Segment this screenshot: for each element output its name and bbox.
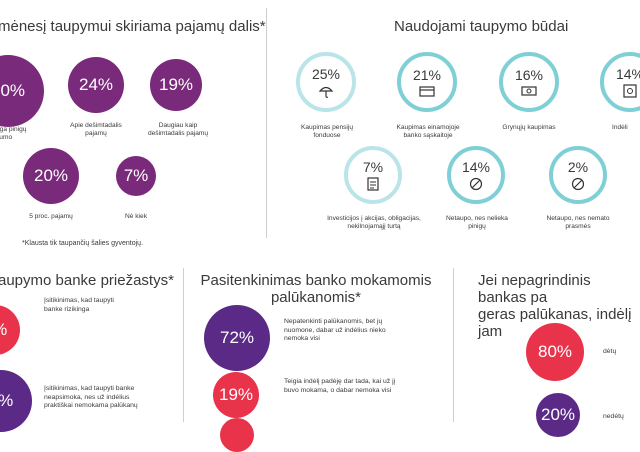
- ring-cash: 16%: [499, 52, 559, 112]
- pct-value: 0%: [0, 391, 13, 411]
- pct-value: 72%: [219, 328, 255, 347]
- prohibited-icon: [571, 177, 585, 190]
- cash-icon: [521, 85, 537, 96]
- circle-five-percent: 20%: [23, 148, 79, 204]
- satisfaction-title: Pasitenkinimas banko mokamomis palūkanom…: [200, 272, 432, 306]
- circle-risky: 5%: [0, 305, 20, 355]
- circle-would-not-deposit: 20%: [536, 393, 580, 437]
- ring-current-account: 21%: [397, 52, 457, 112]
- pct-value: 14%: [461, 158, 491, 175]
- pct-value: 19%: [218, 385, 254, 404]
- pct-value: 20%: [33, 166, 69, 185]
- pct-value: 7%: [362, 158, 384, 175]
- footnote: *Klausta tik taupančių šalies gyventojų.: [22, 240, 144, 247]
- pct-value: 10%: [0, 81, 26, 100]
- pct-value: 80%: [537, 342, 573, 361]
- label-no-money: Netaupo, nes nelieka pinigų: [446, 215, 508, 230]
- reasons-title: aupymo banke priežastys*: [0, 272, 174, 289]
- pct-value: 5%: [0, 320, 7, 340]
- circle-not-worth: 0%: [0, 370, 32, 432]
- label-unsatisfied: Nepatenkinti palūkanomis, bet jų nuomone…: [284, 318, 386, 342]
- label-deposit: Indėli: [612, 124, 628, 131]
- label-deposited-earlier: Teigia indėlį padėję dar tada, kai už jį…: [284, 378, 396, 394]
- label-not-worth: Įsitikinimas, kad taupyti banke neapsimo…: [44, 385, 138, 409]
- circle-third-partial: [220, 418, 254, 452]
- pct-value: 2%: [567, 158, 589, 175]
- circle-more-tenth: 19%: [150, 59, 202, 111]
- label-small-sum: nga pinigų sumo: [0, 126, 27, 141]
- circle-would-deposit: 80%: [526, 323, 584, 381]
- label-would-not-deposit: nedėtų: [603, 413, 624, 420]
- label-current-account: Kaupimas einamojoje banko sąskaitoje: [396, 124, 460, 139]
- divider-bottom-right: [453, 268, 454, 422]
- label-no-sense: Netaupo, nes nemato prasmės: [546, 215, 610, 230]
- pct-value: 16%: [514, 66, 544, 83]
- ring-deposit: 14%: [600, 52, 640, 112]
- other-bank-title: Jei nepagrindinis bankas pa geras palūka…: [478, 272, 632, 340]
- pct-value: 7%: [123, 166, 149, 185]
- label-pension: Kaupimas pensijų fonduose: [300, 124, 354, 139]
- circle-none: 7%: [116, 156, 156, 196]
- pct-value: 25%: [311, 65, 341, 82]
- divider-top-vertical: [266, 8, 267, 238]
- label-five-percent: 5 proc. pajamų: [29, 213, 73, 220]
- label-cash: Grynųjų kaupimas: [502, 124, 556, 131]
- ring-no-sense: 2%: [549, 146, 607, 204]
- pct-value: 24%: [78, 75, 114, 94]
- monthly-share-title: mėnesį taupymui skiriama pajamų dalis*: [0, 18, 266, 35]
- pct-value: 20%: [540, 405, 576, 424]
- prohibited-icon: [469, 177, 483, 190]
- methods-title: Naudojami taupymo būdai: [394, 18, 569, 35]
- label-risky: Įsitikinimas, kad taupyti banke riziking…: [44, 297, 114, 313]
- umbrella-icon: [318, 86, 334, 98]
- ring-no-money: 14%: [447, 146, 505, 204]
- label-none: Nė kiek: [125, 213, 147, 220]
- label-more-tenth: Daugiau kaip dešimtadalis pajamų: [147, 122, 209, 137]
- ring-investments: 7%: [344, 146, 402, 204]
- circle-small-sum: 10%: [0, 55, 44, 127]
- pct-value: 19%: [158, 75, 194, 94]
- circle-tenth: 24%: [68, 57, 124, 113]
- pct-value: 21%: [412, 66, 442, 83]
- card-icon: [419, 85, 435, 97]
- ring-pension: 25%: [296, 52, 356, 112]
- document-icon: [367, 176, 379, 191]
- pct-value: 14%: [615, 65, 640, 82]
- circle-deposited-earlier: 19%: [213, 372, 259, 418]
- circle-unsatisfied: 72%: [204, 305, 270, 371]
- divider-bottom-left: [183, 268, 184, 422]
- label-would-deposit: dėtų: [603, 348, 617, 355]
- label-investments: Investicijos į akcijas, obligacijas, nek…: [327, 215, 421, 230]
- safe-icon: [623, 83, 637, 98]
- label-tenth: Apie dešimtadalis pajamų: [70, 122, 122, 137]
